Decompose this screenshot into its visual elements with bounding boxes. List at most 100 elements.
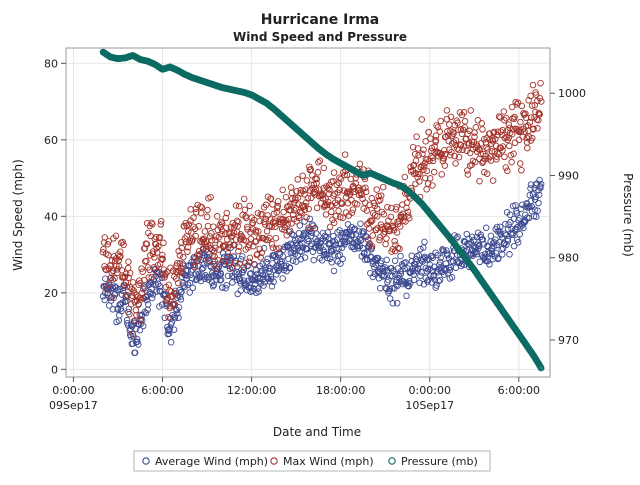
data-point xyxy=(148,273,155,281)
data-point xyxy=(256,217,263,225)
data-point xyxy=(142,293,150,301)
data-point xyxy=(476,242,483,249)
data-point xyxy=(397,270,404,278)
data-point xyxy=(338,244,346,252)
data-point xyxy=(535,191,543,199)
data-point xyxy=(139,294,147,302)
data-point xyxy=(267,273,275,281)
data-point xyxy=(163,268,171,276)
data-point xyxy=(324,201,331,209)
data-point xyxy=(341,171,348,179)
data-point xyxy=(505,121,513,128)
data-point xyxy=(315,159,322,166)
data-point xyxy=(310,256,317,264)
data-point xyxy=(258,249,266,256)
data-point xyxy=(307,232,315,240)
data-point xyxy=(200,264,207,272)
data-point xyxy=(494,131,501,139)
data-point xyxy=(507,218,514,226)
data-point xyxy=(235,270,243,278)
data-point xyxy=(379,183,387,191)
data-point xyxy=(466,162,474,169)
data-point xyxy=(506,211,514,219)
y-left-tick-label: 40 xyxy=(44,210,58,223)
data-point xyxy=(394,244,402,252)
data-point xyxy=(167,339,175,346)
data-point xyxy=(299,240,306,247)
data-point xyxy=(440,246,447,254)
data-point xyxy=(368,242,376,250)
data-point xyxy=(285,255,292,263)
data-point xyxy=(396,223,404,230)
data-point xyxy=(341,151,349,158)
data-point xyxy=(472,158,479,166)
data-point xyxy=(367,218,375,225)
data-point xyxy=(101,234,109,241)
series-max-wind xyxy=(99,79,545,338)
data-point xyxy=(340,237,347,245)
data-point xyxy=(537,184,544,192)
data-point xyxy=(365,225,373,232)
data-point xyxy=(527,185,534,192)
data-point xyxy=(106,262,114,270)
data-point xyxy=(227,223,235,231)
data-point xyxy=(354,244,362,252)
data-point xyxy=(235,218,242,226)
data-point xyxy=(231,259,239,267)
data-point xyxy=(108,257,116,264)
data-point xyxy=(279,186,286,194)
data-point xyxy=(302,199,310,206)
axes: 0:00:00 09Sep17 6:00:00 12:00:00 18:00:00 0:0… xyxy=(44,47,586,412)
data-point xyxy=(326,255,334,262)
data-point xyxy=(193,209,200,216)
data-point xyxy=(499,147,506,154)
data-point xyxy=(270,278,277,286)
data-point xyxy=(388,223,396,230)
data-point xyxy=(256,245,263,253)
data-point xyxy=(259,271,267,279)
data-point xyxy=(105,265,113,273)
data-point xyxy=(420,146,427,153)
data-point xyxy=(537,79,544,87)
data-point xyxy=(514,239,522,246)
data-point xyxy=(416,178,423,185)
data-point xyxy=(283,232,290,239)
data-point xyxy=(509,202,517,210)
data-point xyxy=(118,307,125,315)
data-point xyxy=(286,227,294,234)
data-point xyxy=(410,162,417,169)
data-point xyxy=(519,201,526,208)
data-point xyxy=(536,94,544,102)
data-point xyxy=(488,147,496,155)
data-point xyxy=(249,219,257,227)
data-point xyxy=(326,223,334,231)
data-point xyxy=(532,91,540,98)
data-point xyxy=(442,151,449,158)
data-point xyxy=(118,266,126,274)
data-point xyxy=(322,211,330,218)
data-point xyxy=(153,249,161,256)
data-point xyxy=(109,306,117,313)
data-point xyxy=(423,186,430,193)
data-point xyxy=(168,319,176,326)
data-point xyxy=(369,210,377,217)
data-point xyxy=(377,196,384,204)
data-point xyxy=(243,280,250,288)
data-point xyxy=(289,257,297,264)
data-point xyxy=(537,364,545,372)
data-point xyxy=(396,245,403,253)
data-point xyxy=(389,300,397,307)
data-point xyxy=(510,242,518,250)
data-point xyxy=(347,175,355,183)
data-point xyxy=(409,267,417,275)
data-point xyxy=(425,128,433,136)
data-point xyxy=(508,158,515,166)
data-point xyxy=(171,291,179,298)
data-point xyxy=(421,174,429,182)
data-point xyxy=(218,220,226,227)
data-point xyxy=(148,294,156,302)
data-point xyxy=(240,266,248,274)
data-point xyxy=(487,232,495,240)
data-point xyxy=(113,262,120,270)
data-point xyxy=(447,113,455,121)
